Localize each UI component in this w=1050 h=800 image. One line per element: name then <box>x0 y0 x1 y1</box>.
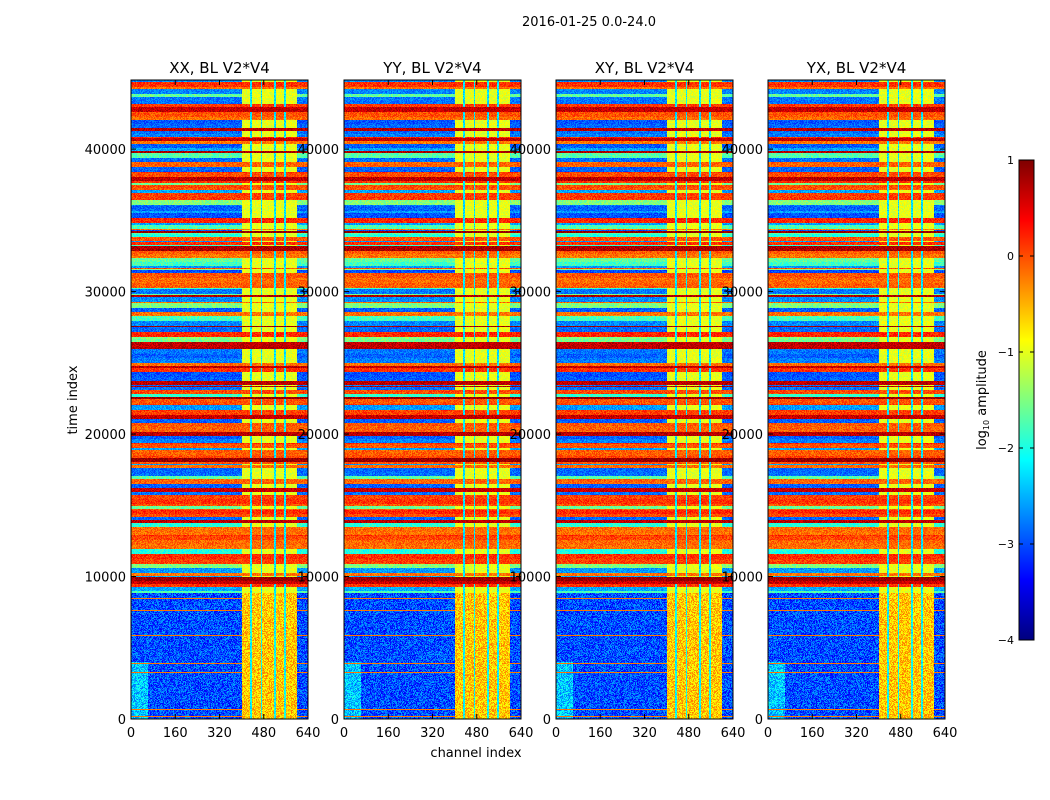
x-tick-label: 320 <box>632 726 657 741</box>
panel-title: XX, BL V2*V4 <box>169 59 270 77</box>
y-tick-label: 10000 <box>722 571 763 586</box>
suptitle: 2016-01-25 0.0-24.0 <box>522 15 656 30</box>
y-tick-label: 40000 <box>722 143 763 158</box>
colorbar-tick-label: −2 <box>998 442 1014 455</box>
axes-frame <box>343 79 522 720</box>
x-tick-label: 160 <box>163 726 188 741</box>
heatmap-panel-3 <box>556 80 733 719</box>
axes-frame <box>767 79 946 720</box>
y-tick-label: 0 <box>331 713 339 728</box>
y-tick-label: 40000 <box>298 143 339 158</box>
y-tick-label: 20000 <box>722 428 763 443</box>
y-tick-label: 10000 <box>85 571 126 586</box>
colorbar-tick-label: −1 <box>998 346 1014 359</box>
axes-frame <box>130 79 309 720</box>
x-tick-label: 0 <box>552 726 560 741</box>
x-tick-label: 480 <box>251 726 276 741</box>
y-tick-label: 40000 <box>510 143 551 158</box>
y-tick-label: 30000 <box>510 286 551 301</box>
colorbar <box>1019 160 1034 640</box>
x-tick-label: 160 <box>588 726 613 741</box>
y-tick-label: 20000 <box>85 428 126 443</box>
x-tick-label: 480 <box>464 726 489 741</box>
y-tick-label: 0 <box>755 713 763 728</box>
heatmap-panel-4 <box>768 80 945 719</box>
heatmap-panel-1 <box>131 80 308 719</box>
x-tick-label: 160 <box>800 726 825 741</box>
x-tick-label: 640 <box>721 726 746 741</box>
colorbar-frame <box>1018 159 1035 641</box>
x-tick-label: 320 <box>207 726 232 741</box>
x-axis-label: channel index <box>430 746 521 761</box>
x-tick-label: 0 <box>127 726 135 741</box>
colorbar-label: log10 amplitude <box>975 350 991 450</box>
y-tick-label: 0 <box>118 713 126 728</box>
colorbar-tick-label: 0 <box>1007 250 1014 263</box>
heatmap-panel-2 <box>344 80 521 719</box>
colorbar-tick-label: −4 <box>998 634 1014 647</box>
y-axis-label: time index <box>66 365 81 434</box>
y-tick-label: 10000 <box>510 571 551 586</box>
x-tick-label: 640 <box>296 726 321 741</box>
x-tick-label: 640 <box>933 726 958 741</box>
panel-title: YX, BL V2*V4 <box>806 59 907 77</box>
y-tick-label: 20000 <box>298 428 339 443</box>
x-tick-label: 320 <box>844 726 869 741</box>
y-tick-label: 20000 <box>510 428 551 443</box>
x-tick-label: 0 <box>764 726 772 741</box>
y-tick-label: 30000 <box>722 286 763 301</box>
y-tick-label: 40000 <box>85 143 126 158</box>
x-tick-label: 640 <box>509 726 534 741</box>
y-tick-label: 0 <box>543 713 551 728</box>
y-tick-label: 10000 <box>298 571 339 586</box>
x-tick-label: 480 <box>888 726 913 741</box>
colorbar-tick-label: −3 <box>998 538 1014 551</box>
x-tick-label: 320 <box>420 726 445 741</box>
colorbar-tick-label: 1 <box>1007 154 1014 167</box>
panel-title: XY, BL V2*V4 <box>595 59 695 77</box>
axes-frame <box>555 79 734 720</box>
x-tick-label: 160 <box>376 726 401 741</box>
x-tick-label: 480 <box>676 726 701 741</box>
y-tick-label: 30000 <box>85 286 126 301</box>
panel-title: YY, BL V2*V4 <box>382 59 481 77</box>
x-tick-label: 0 <box>340 726 348 741</box>
y-tick-label: 30000 <box>298 286 339 301</box>
